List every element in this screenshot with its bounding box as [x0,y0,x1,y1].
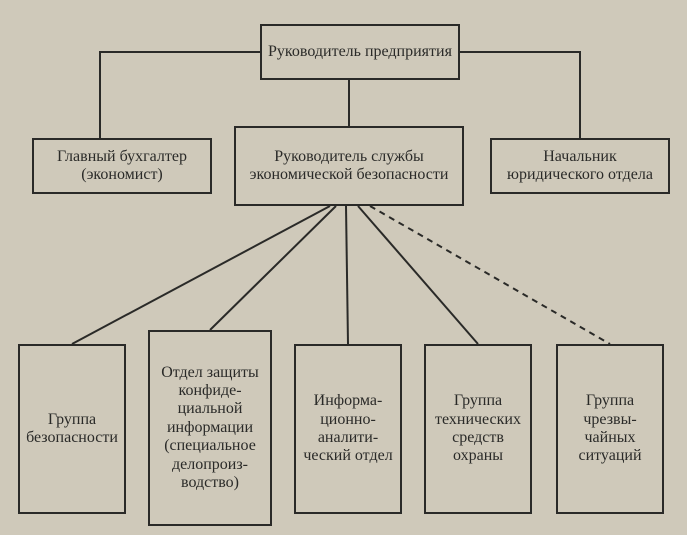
node-dept-analytic: Информа­ционно-аналити­ческий отдел [294,344,402,514]
node-group-tech-guard: Группа техни­ческих средств охраны [424,344,532,514]
edge-sec-g3 [346,206,348,344]
node-g1-label: Группа безопас­ности [26,411,118,448]
node-root-label: Руководитель предприятия [268,43,452,61]
edge-sec-g2 [210,206,336,330]
node-group-emergency: Группа чрезвы­чайных ситуаций [556,344,664,514]
edge-root-legal [460,52,580,138]
node-sec-label: Руководитель службы экономической безопа… [242,148,456,185]
node-group-security: Группа безопас­ности [18,344,126,514]
edge-sec-g5 [370,206,610,344]
node-acct-label: Главный бухгалтер (экономист) [40,148,204,185]
edge-sec-g4 [358,206,478,344]
node-g4-label: Группа техни­ческих средств охраны [432,392,524,466]
edge-sec-g1 [72,206,330,344]
org-chart: Руководитель предприятия Главный бухгалт… [0,0,687,535]
node-dept-confidential: Отдел защиты конфиде­циальной информации… [148,330,272,526]
node-legal-head: Начальник юридического отдела [490,138,670,194]
node-g2-label: Отдел защиты конфиде­циальной информации… [156,364,264,493]
node-chief-accountant: Главный бухгалтер (экономист) [32,138,212,194]
node-g5-label: Группа чрезвы­чайных ситуаций [564,392,656,466]
node-security-head: Руководитель службы экономической безопа… [234,126,464,206]
node-g3-label: Информа­ционно-аналити­ческий отдел [302,392,394,466]
node-root: Руководитель предприятия [260,24,460,80]
node-legal-label: Начальник юридического отдела [498,148,662,185]
